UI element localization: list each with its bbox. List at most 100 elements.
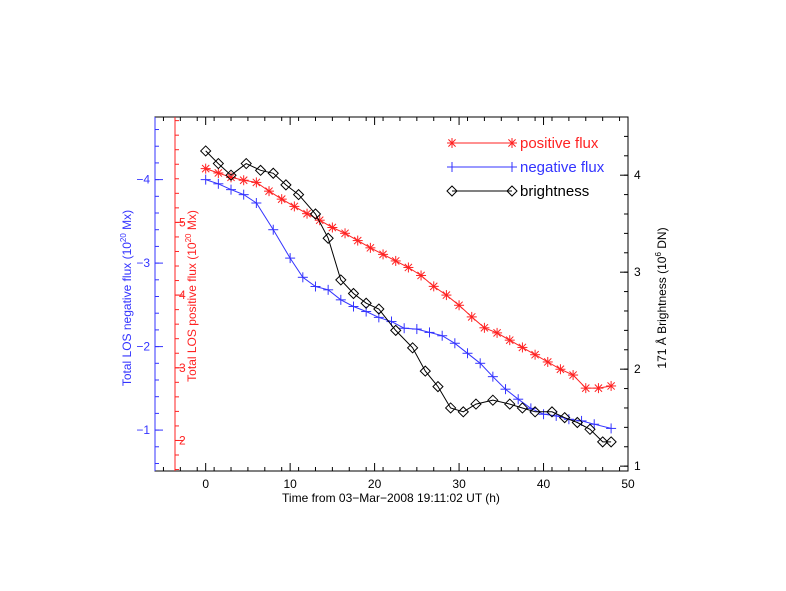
negative-tick-label: −1 <box>136 423 150 437</box>
brightness-point <box>596 436 609 448</box>
legend-marker-glyph <box>447 162 457 172</box>
positive-flux-point <box>504 335 515 346</box>
positive-flux-point <box>593 383 604 394</box>
brightness-point <box>322 232 334 244</box>
positive-flux-point <box>416 270 427 281</box>
positive-flux-point <box>428 281 439 292</box>
brightness-point <box>419 365 431 377</box>
legend-marker-negative-flux <box>507 162 517 172</box>
positive-tick-label: 2 <box>179 433 186 447</box>
negative-flux-point <box>462 348 473 359</box>
brightness-point <box>457 406 470 418</box>
legend-marker-glyph <box>447 138 457 148</box>
brightness-point <box>309 208 322 220</box>
brightness-point <box>390 324 402 337</box>
negative-tick-label: −3 <box>136 256 150 270</box>
legend-marker-glyph <box>507 138 517 148</box>
brightness-tick-label: 4 <box>634 168 641 182</box>
negative-flux-point <box>213 178 224 189</box>
brightness-point <box>516 402 529 414</box>
legend-marker-glyph <box>507 162 517 172</box>
negative-flux-point <box>500 384 511 395</box>
x-tick-label: 30 <box>452 477 466 491</box>
negative-flux-point <box>285 253 296 264</box>
brightness-axis-ticks: 1 2 3 4 <box>620 116 641 473</box>
negative-flux-point <box>437 330 448 341</box>
positive-flux-point <box>327 222 338 233</box>
x-tick-label: 10 <box>283 477 297 491</box>
brightness-point <box>199 145 212 157</box>
positive-flux-point <box>492 327 503 338</box>
negative-flux-point <box>589 419 600 430</box>
brightness-point <box>571 416 584 429</box>
negative-flux-point <box>310 281 321 292</box>
x-axis-ticks: 0 10 20 30 40 50 <box>162 117 635 491</box>
positive-flux-point <box>213 167 224 178</box>
legend-marker-negative-flux <box>447 162 457 172</box>
positive-flux-point <box>276 194 287 205</box>
brightness-point <box>584 423 596 436</box>
positive-flux-point <box>568 370 579 381</box>
positive-flux-point <box>555 364 566 375</box>
brightness-point <box>267 167 279 179</box>
brightness-point <box>444 402 457 414</box>
positive-flux-point <box>365 242 376 253</box>
negative-flux-point <box>335 294 346 305</box>
brightness-tick-label: 1 <box>634 459 641 473</box>
positive-flux-point <box>530 349 541 360</box>
positive-flux-point <box>542 356 553 367</box>
legend-entry-positive-flux: positive flux <box>447 135 599 152</box>
legend-marker-positive-flux <box>507 138 517 148</box>
negative-flux-line <box>205 179 612 429</box>
positive-flux-point <box>441 290 452 301</box>
brightness-axis-title: 171 Å Brightness (106 DN) <box>654 227 669 368</box>
brightness-point <box>558 411 571 424</box>
brightness-point <box>292 188 305 201</box>
negative-flux-axis-ticks: −1 −2 −3 −4 <box>136 129 163 464</box>
brightness-point <box>487 394 499 406</box>
legend-entry-negative-flux: negative flux <box>447 159 605 176</box>
positive-flux-point <box>302 208 313 219</box>
brightness-point <box>373 303 385 315</box>
brightness-line <box>205 150 612 443</box>
legend-marker-positive-flux <box>447 138 457 148</box>
legend-marker-glyph <box>446 185 458 197</box>
legend: positive flux negative flux brightness <box>446 135 605 200</box>
positive-flux-point <box>479 322 490 333</box>
negative-flux-point <box>238 189 249 200</box>
x-tick-label: 20 <box>368 477 382 491</box>
series-layer <box>199 145 617 448</box>
x-tick-label: 0 <box>202 477 209 491</box>
brightness-point <box>225 169 237 181</box>
positive-flux-point <box>251 177 262 188</box>
negative-tick-label: −2 <box>136 340 150 354</box>
legend-label-positive-flux: positive flux <box>520 135 599 152</box>
negative-flux-point <box>606 423 617 434</box>
negative-flux-axis-title: Total LOS negative flux (1020 Mx) <box>119 210 134 386</box>
brightness-point <box>280 179 292 191</box>
x-tick-label: 40 <box>537 477 551 491</box>
brightness-point <box>335 274 347 286</box>
brightness-point <box>347 287 360 300</box>
positive-flux-point <box>403 262 414 273</box>
positive-flux-point <box>390 255 401 266</box>
brightness-point <box>504 398 516 410</box>
positive-flux-point <box>378 249 389 260</box>
brightness-point <box>360 297 372 309</box>
negative-flux-point <box>200 174 211 185</box>
positive-flux-point <box>238 175 249 186</box>
brightness-point <box>406 342 419 354</box>
negative-flux-point <box>268 224 279 235</box>
positive-flux-point <box>580 383 591 394</box>
brightness-point <box>432 380 444 393</box>
positive-tick-label: 3 <box>179 361 186 375</box>
positive-flux-point <box>314 215 325 226</box>
positive-tick-label: 5 <box>179 215 186 229</box>
negative-flux-point <box>348 301 359 312</box>
brightness-point <box>470 398 482 410</box>
positive-flux-point <box>352 235 363 246</box>
x-axis-title: Time from 03−Mar−2008 19:11:02 UT (h) <box>282 491 500 505</box>
positive-flux-point <box>289 201 300 212</box>
negative-flux-point <box>449 338 460 349</box>
